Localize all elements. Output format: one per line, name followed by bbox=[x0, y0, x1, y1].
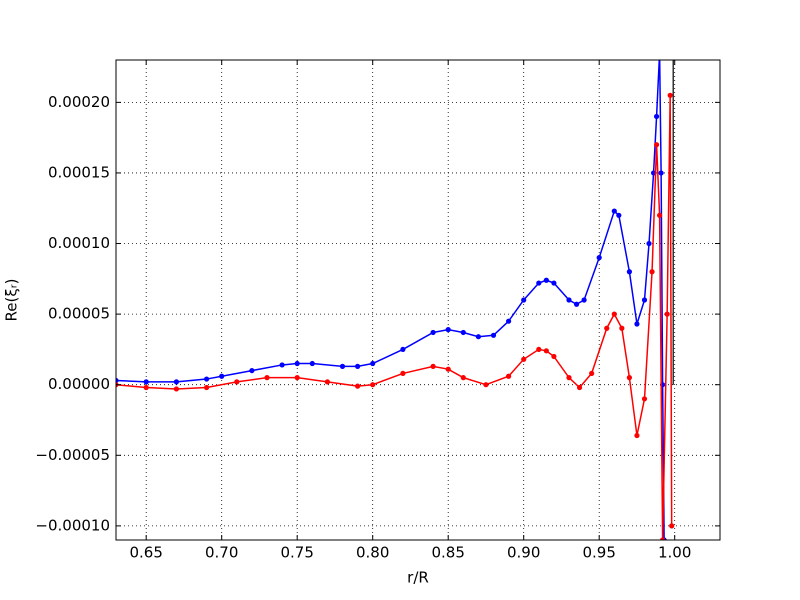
plot-frame bbox=[115, 59, 721, 541]
data-point bbox=[143, 384, 149, 391]
data-point bbox=[641, 396, 648, 402]
data-point bbox=[660, 537, 666, 540]
data-point bbox=[576, 384, 583, 391]
data-point bbox=[400, 370, 406, 377]
data-point bbox=[370, 360, 376, 367]
data-point bbox=[634, 321, 640, 327]
data-point bbox=[445, 366, 451, 372]
data-point bbox=[483, 382, 489, 388]
data-point bbox=[294, 375, 300, 381]
y-tick-label: 0.00005 bbox=[48, 305, 110, 323]
data-point bbox=[581, 297, 587, 303]
data-point bbox=[219, 373, 225, 379]
data-point bbox=[173, 386, 179, 392]
y-tick-label: −0.00010 bbox=[35, 516, 110, 534]
data-point bbox=[294, 360, 300, 367]
data-point bbox=[669, 523, 675, 529]
data-point bbox=[339, 363, 346, 369]
data-point bbox=[664, 311, 670, 317]
data-point bbox=[566, 297, 572, 303]
y-tick-label: −0.00005 bbox=[35, 446, 110, 464]
data-point bbox=[551, 353, 557, 360]
y-axis-label: Re(ξᵣ) bbox=[3, 279, 21, 322]
y-tick-label: 0.00020 bbox=[48, 93, 110, 111]
data-point bbox=[370, 382, 376, 388]
data-point bbox=[475, 334, 481, 340]
data-point bbox=[490, 332, 497, 338]
series-line bbox=[116, 95, 673, 540]
y-tick-label: 0.00010 bbox=[48, 234, 110, 252]
data-point bbox=[521, 297, 527, 303]
data-point bbox=[658, 170, 664, 176]
data-point bbox=[604, 325, 610, 331]
data-point bbox=[143, 379, 149, 385]
data-point bbox=[619, 325, 625, 331]
x-axis-label: r/R bbox=[407, 569, 429, 587]
data-point bbox=[573, 301, 580, 307]
data-point bbox=[626, 269, 633, 275]
data-point bbox=[204, 384, 210, 391]
data-point bbox=[445, 327, 451, 333]
data-point bbox=[279, 362, 285, 368]
y-tick-label: 0.00015 bbox=[48, 163, 110, 181]
data-point bbox=[116, 377, 119, 384]
data-point bbox=[634, 432, 640, 439]
data-point bbox=[653, 113, 660, 120]
data-point bbox=[543, 277, 549, 283]
data-point bbox=[173, 379, 179, 385]
x-tick-label: 0.95 bbox=[582, 544, 615, 562]
data-point bbox=[234, 379, 240, 385]
data-point bbox=[653, 142, 660, 148]
data-point bbox=[460, 375, 466, 381]
data-point bbox=[355, 383, 361, 389]
data-point bbox=[506, 373, 512, 379]
data-point bbox=[249, 367, 255, 374]
x-tick-label: 0.70 bbox=[205, 544, 238, 562]
data-point bbox=[430, 363, 436, 369]
series-group bbox=[116, 60, 675, 540]
data-point bbox=[536, 280, 542, 286]
x-tick-label: 0.80 bbox=[356, 544, 389, 562]
y-tick-label: 0.00000 bbox=[48, 375, 110, 393]
data-point bbox=[204, 376, 210, 382]
data-point bbox=[596, 255, 602, 261]
data-point bbox=[506, 318, 512, 324]
x-tick-label: 0.75 bbox=[280, 544, 313, 562]
x-tick-label: 1.00 bbox=[658, 544, 691, 562]
data-point bbox=[536, 346, 542, 353]
data-point bbox=[355, 363, 361, 369]
x-tick-label: 0.85 bbox=[431, 544, 464, 562]
data-point bbox=[324, 379, 330, 385]
data-point bbox=[641, 297, 648, 303]
plot-layer bbox=[116, 60, 720, 540]
data-point bbox=[543, 348, 549, 354]
data-point bbox=[649, 269, 655, 275]
data-point bbox=[460, 329, 466, 336]
data-point bbox=[521, 356, 527, 362]
data-point bbox=[551, 280, 557, 286]
data-point bbox=[616, 212, 622, 218]
data-point bbox=[646, 240, 652, 247]
data-point bbox=[657, 212, 663, 218]
data-point bbox=[309, 360, 315, 367]
x-tick-label: 0.65 bbox=[129, 544, 162, 562]
data-point bbox=[667, 92, 673, 98]
data-point bbox=[589, 370, 595, 377]
x-tick-label: 0.90 bbox=[507, 544, 540, 562]
data-point bbox=[430, 329, 436, 336]
data-point bbox=[611, 311, 617, 317]
data-point bbox=[566, 375, 572, 381]
data-point bbox=[400, 346, 406, 353]
data-point bbox=[626, 375, 633, 381]
data-point bbox=[611, 208, 617, 214]
data-point bbox=[264, 375, 270, 381]
